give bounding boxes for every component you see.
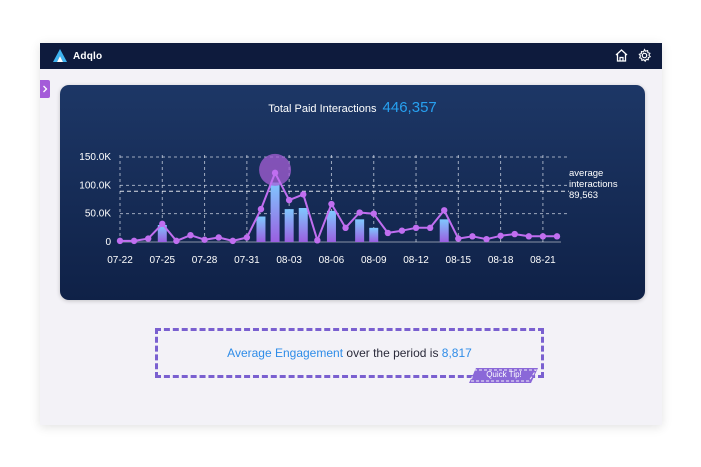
quick-tip-label: Quick Tip! [486,370,522,379]
line-point [271,169,279,177]
line-point [398,227,406,234]
top-bar: Adqlo [40,43,662,69]
interactions-chart: 0 50.0K 100.0K 150.0K 07-22 07-25 07-28 07-31 08… [79,152,618,266]
y-tick-label: 0 [105,237,111,248]
gear-icon[interactable] [637,48,652,63]
average-label-line: average [569,168,603,179]
y-tick-label: 150.0K [79,152,111,163]
insight-text: Average Engagement over the period is 8,… [158,346,541,360]
line-point [300,191,307,198]
line-point [441,207,448,214]
panel-title-label: Total Paid Interactions [268,103,377,115]
x-tick-label: 08-03 [276,255,302,266]
bar [355,219,365,242]
home-icon[interactable] [614,48,629,63]
quick-tip-button[interactable]: Quick Tip! [468,367,540,384]
sidebar-expand-button[interactable] [40,80,50,98]
line-point [215,234,222,241]
line-point [257,205,265,213]
x-tick-label: 07-25 [150,255,176,266]
y-tick-label: 50.0K [85,209,111,220]
line-point [553,233,561,240]
brand[interactable]: Adqlo [52,48,102,64]
x-tick-label: 07-22 [107,255,133,266]
line-point [285,196,293,204]
insight-box: Average Engagement over the period is 8,… [155,328,544,378]
line-point [201,236,208,243]
x-tick-label: 07-28 [192,255,218,266]
x-tick-label: 08-15 [446,255,472,266]
line-point [469,233,476,240]
insight-label: Average Engagement [227,346,344,360]
line-point [525,233,533,240]
panel-title: Total Paid Interactions 446,357 [60,99,645,116]
x-tick-label: 08-06 [319,255,345,266]
line-point [356,209,363,216]
insight-middle-text: over the period is [346,346,439,360]
bar [284,209,294,242]
line-point [511,230,518,238]
quick-tip-badge-icon [469,368,538,383]
average-label-line: 89,563 [569,190,598,201]
line-point [159,220,166,228]
line-point [370,210,377,217]
x-tick-label: 08-21 [530,255,556,266]
line-point [229,237,236,245]
line-point [455,235,462,242]
line-point [412,224,420,232]
insight-value: 8,817 [441,346,472,360]
bar [326,210,336,242]
bar [270,182,280,242]
line-point [116,237,124,245]
x-tick-label: 07-31 [234,255,260,266]
interactions-panel: Total Paid Interactions 446,357 0 50.0K 10… [60,85,645,300]
x-tick-label: 08-09 [361,255,387,266]
bar [157,225,167,242]
bar [256,216,266,242]
line-point [328,200,335,208]
line-point [144,235,152,242]
line-point [187,232,194,239]
y-tick-label: 100.0K [79,180,111,191]
adqlo-logo-icon [52,48,68,64]
line-point [173,237,180,245]
bar [369,227,379,242]
line-point [314,237,321,244]
line-point [497,232,504,239]
line-point [539,233,547,240]
x-tick-label: 08-18 [488,255,514,266]
line-point [130,237,138,245]
line-point [384,229,392,237]
x-tick-label: 08-12 [403,255,429,266]
line-point [483,235,490,243]
line-point [342,224,349,232]
total-interactions-value: 446,357 [382,99,437,116]
average-label-line: interactions [569,179,618,190]
app-name: Adqlo [73,50,103,62]
line-point [243,234,251,241]
bar [439,219,449,242]
app-window: Adqlo Total Paid Interactions [40,43,662,425]
interactions-line [120,171,557,242]
chevron-right-icon [43,85,48,93]
bar [298,208,308,242]
line-point [426,224,434,232]
